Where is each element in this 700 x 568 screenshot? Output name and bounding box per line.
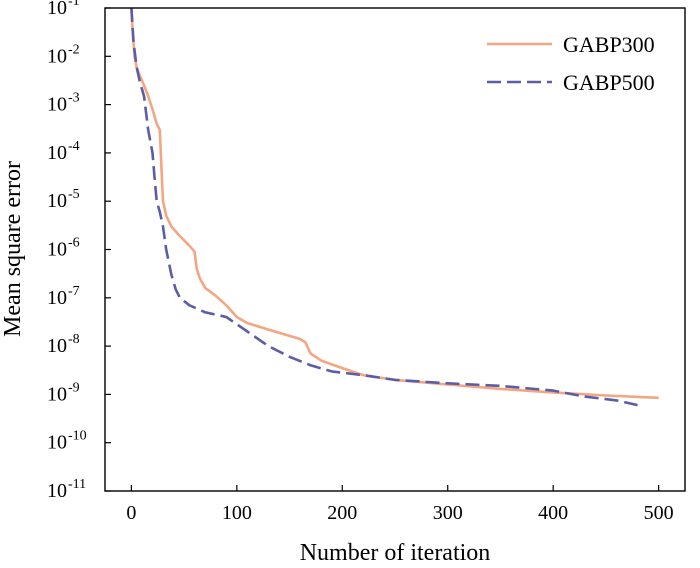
- x-tick-label: 400: [538, 502, 568, 524]
- legend: GABP300 GABP500: [487, 32, 655, 95]
- y-tick-exponent: -3: [68, 91, 80, 106]
- y-tick-label: 10: [47, 45, 67, 67]
- y-tick-label: 10: [47, 335, 67, 357]
- y-tick-exponent: -5: [68, 187, 80, 202]
- y-tick-exponent: -11: [68, 477, 86, 492]
- y-tick-label: 10: [47, 480, 67, 502]
- y-tick-label: 10: [47, 0, 67, 19]
- series-line-gabp300: [130, 7, 659, 400]
- y-tick-label: 10: [47, 239, 67, 261]
- x-tick-label: 200: [327, 502, 357, 524]
- y-tick-label: 10: [47, 142, 67, 164]
- y-axis-title: Mean square error: [0, 161, 26, 337]
- series-line-gabp500: [130, 7, 638, 407]
- y-tick-label: 10: [47, 190, 67, 212]
- x-tick-label: 500: [644, 502, 674, 524]
- legend-label-gabp500: GABP500: [563, 70, 655, 95]
- y-tick-exponent: -7: [68, 284, 80, 299]
- x-tick-label: 100: [222, 502, 252, 524]
- y-tick-exponent: -1: [68, 0, 80, 9]
- legend-label-gabp300: GABP300: [563, 32, 655, 57]
- y-tick-label: 10: [47, 432, 67, 454]
- x-axis-title: Number of iteration: [300, 540, 491, 566]
- y-axis: 10 -110 -210 -310 -410 -510 -610 -710 -810 -910 -1…: [47, 0, 111, 502]
- y-tick-label: 10: [47, 287, 67, 309]
- y-tick-label: 10: [47, 383, 67, 405]
- y-tick-exponent: -6: [68, 236, 80, 251]
- y-tick-exponent: -10: [68, 429, 87, 444]
- x-tick-label: 0: [126, 502, 136, 524]
- y-tick-exponent: -4: [68, 139, 80, 154]
- y-tick-label: 10: [47, 94, 67, 116]
- x-tick-label: 300: [433, 502, 463, 524]
- x-axis: 0 100 200 300 400 500: [126, 485, 674, 524]
- y-tick-exponent: -9: [68, 380, 80, 395]
- y-tick-exponent: -2: [68, 42, 80, 57]
- y-tick-exponent: -8: [68, 332, 80, 347]
- series-layer: [130, 7, 659, 407]
